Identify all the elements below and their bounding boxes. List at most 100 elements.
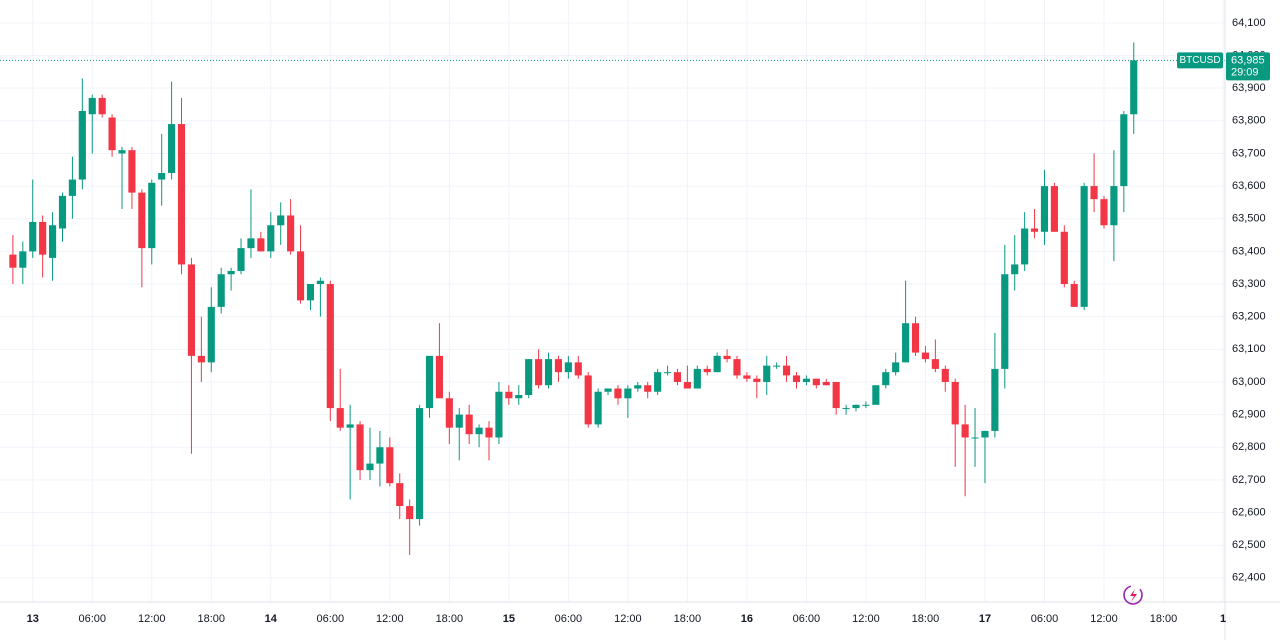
candle-body [177, 124, 186, 265]
candle-body [277, 215, 285, 226]
candle-body [644, 385, 652, 392]
logo-icon [1123, 585, 1143, 605]
candle-body [574, 362, 582, 376]
candle-body [554, 359, 563, 373]
x-tick-label: 06:00 [78, 613, 106, 625]
candle-body [703, 368, 711, 373]
candle-body [39, 221, 47, 255]
x-tick-label: 12:00 [138, 613, 166, 625]
candle-body [296, 251, 305, 301]
candle-body [455, 414, 463, 428]
candle-body [525, 359, 533, 396]
candle-body [1011, 264, 1019, 275]
y-tick-label: 62,800 [1232, 441, 1266, 453]
y-tick-label: 64,100 [1232, 17, 1266, 29]
candle-body [763, 365, 771, 382]
candle-body [98, 97, 106, 115]
candle-body [237, 248, 245, 271]
candle-body [58, 195, 67, 229]
candle-body [396, 483, 404, 507]
candle-body [366, 463, 374, 471]
symbol-label: BTCUSD [1179, 55, 1220, 66]
candle-body [445, 398, 453, 428]
candle-body [663, 372, 672, 374]
candle-body [416, 408, 424, 520]
candle-body [197, 355, 205, 363]
y-tick-label: 62,700 [1232, 474, 1266, 486]
x-tick-label: 18:00 [674, 613, 702, 625]
x-tick-label: 18:00 [436, 613, 464, 625]
candle-body [29, 221, 37, 252]
candle-body [406, 506, 414, 520]
candle-body [287, 215, 295, 252]
x-tick-label: 12:00 [852, 613, 880, 625]
symbol-tag [1177, 52, 1223, 69]
candle-body [743, 375, 751, 379]
y-tick-label: 62,600 [1232, 506, 1266, 518]
candle-body [882, 372, 890, 386]
candle-body [1070, 284, 1078, 307]
candle-body [158, 173, 166, 180]
candle-body [961, 424, 969, 438]
candle-body [148, 182, 156, 249]
candle-body [713, 355, 721, 373]
y-tick-label: 62,400 [1232, 572, 1266, 584]
x-tick-label: 12:00 [376, 613, 404, 625]
candle-body [9, 254, 17, 268]
x-tick-label: 12:00 [614, 613, 642, 625]
candle-body [495, 391, 503, 438]
candle-body [822, 381, 830, 386]
y-tick-label: 63,000 [1232, 376, 1266, 388]
candle-body [376, 447, 384, 464]
candle-body [118, 150, 126, 154]
candle-body [802, 378, 810, 382]
candle-body [564, 362, 572, 373]
y-tick-label: 62,900 [1232, 409, 1266, 421]
candle-body [138, 192, 146, 249]
x-tick-label: 12:00 [1090, 613, 1118, 625]
candle-body [465, 414, 473, 435]
candle-body [1060, 231, 1068, 285]
candle-body [911, 323, 920, 353]
candle-body [683, 381, 691, 389]
candle-body [1040, 186, 1049, 232]
y-tick-label: 63,600 [1232, 180, 1266, 192]
candle-body [792, 375, 801, 382]
candle-body [812, 378, 820, 386]
x-tick-label: 15 [503, 613, 515, 625]
y-tick-label: 63,300 [1232, 278, 1266, 290]
candle-body [624, 388, 632, 399]
x-tick-label: 1 [1220, 613, 1226, 625]
candle-body [1110, 186, 1118, 226]
candle-body [257, 238, 265, 252]
candle-body [544, 359, 553, 386]
y-tick-label: 63,900 [1232, 82, 1266, 94]
candle-body [336, 408, 344, 428]
candle-body [733, 359, 741, 376]
candle-body [49, 225, 57, 258]
candle-body [515, 395, 523, 399]
candle-body [842, 408, 850, 410]
candle-body [723, 355, 731, 360]
candle-body [1080, 186, 1088, 307]
x-tick-label: 06:00 [1031, 613, 1059, 625]
candle-body [386, 447, 394, 484]
candle-body [654, 372, 662, 392]
x-tick-label: 18:00 [912, 613, 940, 625]
y-tick-label: 63,400 [1232, 245, 1266, 257]
price-tag [1226, 52, 1270, 81]
y-tick-label: 62,500 [1232, 539, 1266, 551]
candle-body [584, 375, 592, 425]
x-tick-label: 13 [27, 613, 39, 625]
x-tick-label: 06:00 [793, 613, 821, 625]
candle-body [68, 179, 76, 196]
candle-body [951, 381, 959, 425]
candle-body [773, 365, 781, 367]
candle-body [1001, 274, 1009, 369]
candle-body [217, 274, 225, 307]
candle-body [505, 391, 513, 399]
y-tick-label: 63,200 [1232, 311, 1266, 323]
y-tick-label: 63,700 [1232, 147, 1266, 159]
candle-body [852, 404, 860, 409]
